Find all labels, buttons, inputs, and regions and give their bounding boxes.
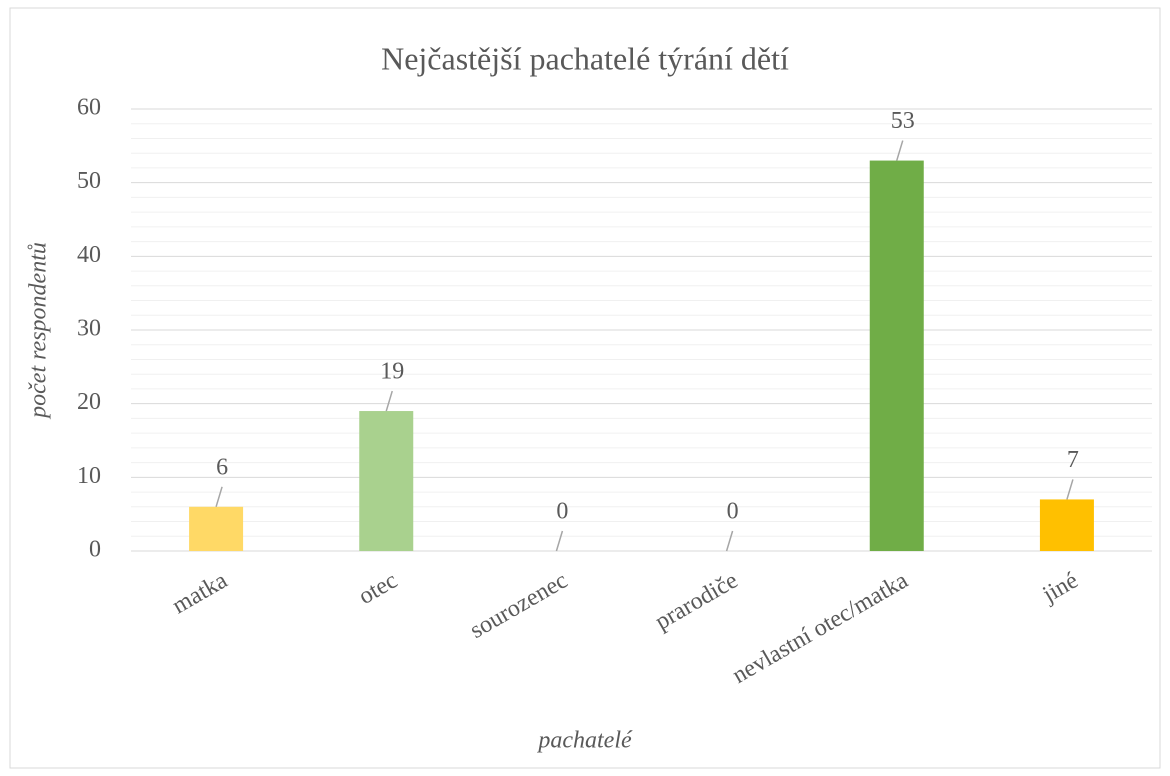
leader-line <box>896 140 904 161</box>
data-label: 19 <box>380 359 404 385</box>
bar <box>1039 499 1094 551</box>
y-axis-label: počet respondentů <box>26 242 52 420</box>
y-tick-label: 0 <box>89 537 101 563</box>
leader-line <box>385 390 393 412</box>
y-tick-label: 40 <box>77 242 101 268</box>
bar <box>189 506 244 551</box>
y-tick-label: 10 <box>77 463 101 489</box>
y-tick-label: 50 <box>77 168 101 194</box>
chart-frame <box>9 7 1161 769</box>
x-axis-label: pachatelé <box>536 728 633 754</box>
bar <box>869 160 924 552</box>
bar <box>359 411 414 551</box>
leader-line <box>725 530 734 552</box>
y-tick-label: 60 <box>77 95 101 121</box>
leader-line <box>215 486 223 508</box>
leader-line <box>555 530 564 552</box>
data-label: 6 <box>216 454 228 480</box>
data-label: 0 <box>727 499 739 525</box>
y-tick-label: 20 <box>77 389 101 415</box>
chart-title: Nejčastější pachatelé týrání dětí <box>381 40 789 76</box>
leader-line <box>1066 479 1074 500</box>
data-label: 53 <box>891 108 915 134</box>
data-label: 0 <box>556 499 568 525</box>
data-label: 7 <box>1067 447 1079 473</box>
y-tick-label: 30 <box>77 316 101 342</box>
